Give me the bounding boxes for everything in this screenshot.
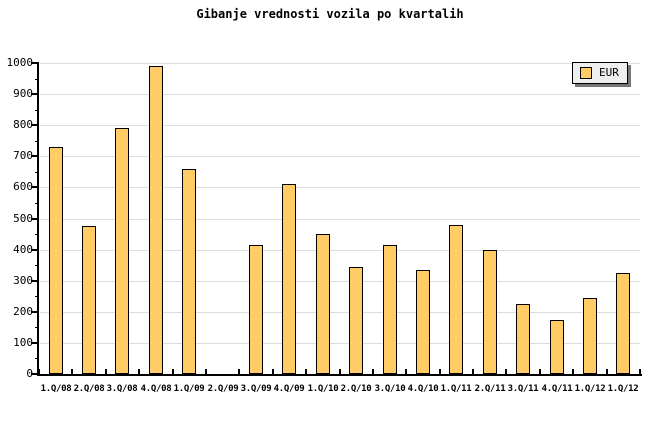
x-tick (472, 369, 474, 374)
bar (115, 128, 129, 374)
x-tick-label: 2.Q/10 (340, 384, 372, 394)
y-major-tick (31, 373, 39, 375)
bar (282, 184, 296, 374)
x-tick (339, 369, 341, 374)
y-major-tick (31, 342, 39, 344)
x-tick (572, 369, 574, 374)
y-gridline (40, 250, 640, 251)
x-tick-label: 4.Q/10 (407, 384, 439, 394)
bar (383, 245, 397, 374)
x-tick-label: 2.Q/11 (474, 384, 506, 394)
x-tick-label: 1.Q/12 (574, 384, 606, 394)
bar (149, 66, 163, 374)
y-gridline (40, 187, 640, 188)
y-major-tick (31, 218, 39, 220)
y-axis (37, 62, 39, 376)
x-tick-label: 2.Q/08 (73, 384, 105, 394)
y-major-tick (31, 62, 39, 64)
y-gridline (40, 125, 640, 126)
y-gridline (40, 63, 640, 64)
bar (249, 245, 263, 374)
x-tick-label: 1.Q/11 (440, 384, 472, 394)
y-tick-label: 800 (13, 118, 33, 131)
y-gridline (40, 94, 640, 95)
x-tick (305, 369, 307, 374)
x-tick-label: 4.Q/09 (273, 384, 305, 394)
y-major-tick (31, 124, 39, 126)
x-tick (172, 369, 174, 374)
x-tick (439, 369, 441, 374)
bar (349, 267, 363, 374)
x-tick (505, 369, 507, 374)
y-tick-label: 200 (13, 305, 33, 318)
y-gridline (40, 156, 640, 157)
bar (82, 226, 96, 374)
bar (616, 273, 630, 374)
x-tick (238, 369, 240, 374)
chart-title: Gibanje vrednosti vozila po kvartalih (196, 7, 464, 21)
x-tick-label: 1.Q/09 (173, 384, 205, 394)
legend-label: EUR (599, 66, 619, 79)
x-tick (138, 369, 140, 374)
x-tick (372, 369, 374, 374)
y-gridline (40, 219, 640, 220)
y-tick-label: 300 (13, 274, 33, 287)
x-tick (606, 369, 608, 374)
x-tick (405, 369, 407, 374)
y-major-tick (31, 311, 39, 313)
x-tick-label: 1.Q/10 (307, 384, 339, 394)
bar (583, 298, 597, 374)
x-tick-label: 1.Q/12 (607, 384, 639, 394)
x-tick-label: 4.Q/11 (541, 384, 573, 394)
x-tick (272, 369, 274, 374)
y-gridline (40, 312, 640, 313)
bar (416, 270, 430, 374)
y-tick-label: 700 (13, 149, 33, 162)
y-tick-label: 500 (13, 212, 33, 225)
x-tick-label: 3.Q/08 (106, 384, 138, 394)
y-tick-label: 1000 (6, 56, 34, 69)
y-major-tick (31, 249, 39, 251)
bar (483, 250, 497, 374)
y-tick-label: 600 (13, 180, 33, 193)
x-tick-label: 3.Q/11 (507, 384, 539, 394)
bar (316, 234, 330, 374)
y-tick-label: 400 (13, 243, 33, 256)
y-tick-label: 100 (13, 336, 33, 349)
bar (449, 225, 463, 374)
y-major-tick (31, 280, 39, 282)
bar (182, 169, 196, 374)
y-major-tick (31, 155, 39, 157)
x-tick (71, 369, 73, 374)
bar (550, 320, 564, 374)
x-tick (639, 369, 641, 374)
x-axis (37, 374, 642, 376)
x-tick (105, 369, 107, 374)
y-gridline (40, 343, 640, 344)
legend-swatch-icon (580, 67, 592, 79)
y-tick-label: 0 (26, 367, 33, 380)
x-tick-label: 3.Q/09 (240, 384, 272, 394)
x-tick (205, 369, 207, 374)
x-tick (539, 369, 541, 374)
x-tick-label: 3.Q/10 (374, 384, 406, 394)
y-major-tick (31, 186, 39, 188)
y-tick-label: 900 (13, 87, 33, 100)
x-tick-label: 2.Q/09 (207, 384, 239, 394)
x-tick (38, 369, 40, 374)
y-gridline (40, 281, 640, 282)
bar (49, 147, 63, 374)
x-tick-label: 1.Q/08 (40, 384, 72, 394)
bar (516, 304, 530, 374)
y-major-tick (31, 93, 39, 95)
legend: EUR (572, 62, 628, 84)
x-tick-label: 4.Q/08 (140, 384, 172, 394)
